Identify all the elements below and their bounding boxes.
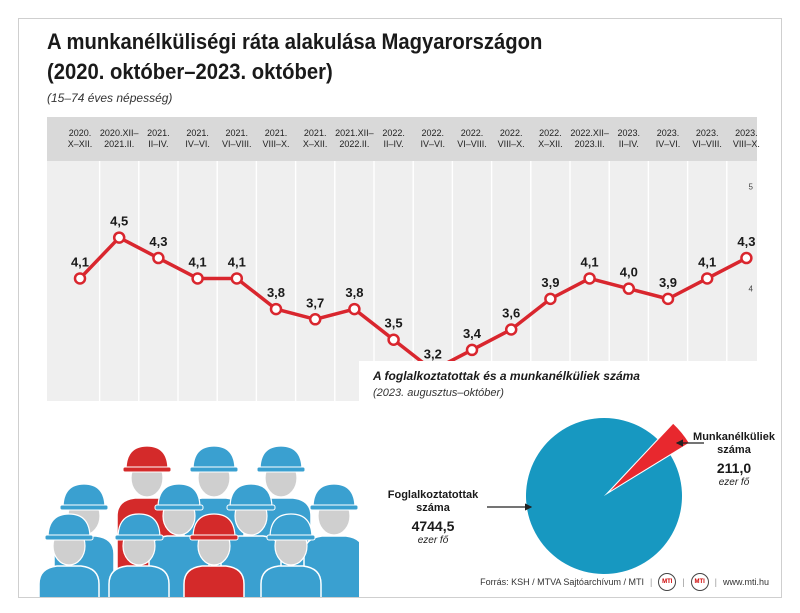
- data-label: 4,1: [698, 254, 716, 269]
- data-label: 4,3: [149, 234, 167, 249]
- employed-caption-2: száma: [416, 502, 450, 514]
- data-label: 4,1: [189, 254, 207, 269]
- worker-icon: [38, 513, 100, 597]
- period-label: 2020.XII– 2021.II.: [99, 128, 139, 149]
- mti-logo-icon: MTI: [690, 573, 709, 591]
- period-label: 2023. II–IV.: [617, 128, 641, 149]
- employed-label: Foglalkoztatottak száma 4744,5 ezer fő: [363, 489, 503, 547]
- data-point: [622, 282, 636, 295]
- data-point: [661, 292, 675, 306]
- data-point: [230, 272, 244, 285]
- unemployed-caption-2: száma: [717, 444, 751, 456]
- data-point: [112, 231, 126, 244]
- pie-slice-unemployed: [610, 423, 689, 491]
- data-point: [544, 292, 557, 306]
- chart-subtitle: (15–74 éves népesség): [47, 91, 173, 105]
- period-band: 2020. X–XII. 2020.XII– 2021.II. 2021. II–IV. 2…: [47, 117, 760, 161]
- data-label: 3,2: [424, 346, 442, 361]
- period-label: 2023. IV–VI.: [655, 128, 681, 149]
- data-label: 3,8: [345, 285, 363, 300]
- period-label: 2022. IV–VI.: [420, 128, 446, 149]
- series-line: [78, 235, 749, 373]
- pie-title: A foglalkoztatottak és a munkanélküliek …: [373, 369, 640, 383]
- period-label: 2022. VIII–X.: [497, 128, 525, 149]
- period-label: 2021. IV–VI.: [185, 128, 210, 149]
- data-label: 3,6: [502, 306, 520, 321]
- data-point: [583, 272, 596, 285]
- employed-caption-1: Foglalkoztatottak: [387, 489, 479, 501]
- website-link[interactable]: www.mti.hu: [722, 577, 769, 587]
- people-illustration: [38, 445, 359, 597]
- data-point: [308, 313, 322, 326]
- data-label: 4,1: [228, 254, 246, 269]
- data-label: 3,5: [385, 316, 403, 331]
- data-point: [387, 333, 400, 346]
- data-label: 3,8: [267, 285, 285, 300]
- unemployed-unit: ezer fő: [718, 477, 750, 488]
- period-label: 2022. X–XII.: [538, 128, 563, 149]
- data-point: [191, 272, 204, 285]
- pie-chart: [526, 418, 689, 574]
- data-point: [348, 302, 361, 316]
- employed-value: 4744,5: [411, 518, 455, 534]
- data-point: [73, 272, 87, 285]
- worker-icon: [183, 513, 245, 597]
- data-label: 3,9: [659, 275, 677, 290]
- worker-icon: [108, 513, 170, 597]
- y-tick-label: 4: [749, 285, 754, 294]
- period-label: 2021. II–IV.: [147, 128, 170, 149]
- worker-icon: [260, 513, 322, 597]
- chart-title: A munkanélküliségi ráta alakulása Magyar…: [47, 27, 542, 87]
- period-label: 2023. VIII–X.: [732, 128, 760, 149]
- data-label: 4,3: [737, 234, 755, 249]
- pie-inset: A foglalkoztatottak és a munkanélküliek …: [359, 361, 781, 597]
- period-label: 2022. II–IV.: [382, 128, 405, 149]
- period-label: 2021. VIII–X.: [262, 128, 290, 149]
- data-label: 4,0: [620, 265, 638, 280]
- data-point: [152, 251, 165, 265]
- data-label: 3,9: [541, 275, 559, 290]
- data-label: 4,5: [110, 214, 128, 229]
- infographic: A munkanélküliségi ráta alakulása Magyar…: [18, 18, 782, 598]
- title-line-1: A munkanélküliségi ráta alakulása Magyar…: [47, 29, 543, 54]
- data-label: 4,1: [71, 254, 89, 269]
- data-label: 3,4: [463, 326, 482, 341]
- data-point: [700, 272, 714, 285]
- period-label: 2020. X–XII.: [67, 128, 93, 149]
- employed-unit: ezer fő: [417, 535, 449, 546]
- unemployed-label: Munkanélküliek száma 211,0 ezer fő: [679, 431, 781, 489]
- data-label: 3,7: [306, 295, 324, 310]
- mti-badge-icon: MTI: [658, 573, 677, 591]
- data-point: [504, 323, 518, 336]
- pie-slice-employed: [526, 418, 682, 574]
- footer: Forrás: KSH / MTVA Sajtóarchívum / MTI |…: [480, 573, 769, 591]
- period-label: 2023. VI–VIII.: [692, 128, 722, 149]
- period-label: 2022.XII– 2023.II.: [570, 128, 609, 149]
- source-text: Forrás: KSH / MTVA Sajtóarchívum / MTI: [480, 577, 644, 587]
- period-label: 2021. X–XII.: [302, 128, 328, 149]
- data-point: [465, 343, 479, 357]
- y-tick-label: 5: [749, 183, 754, 192]
- period-label: 2022. VI–VIII.: [457, 128, 487, 149]
- data-point: [740, 251, 753, 265]
- pie-subtitle: (2023. augusztus–október): [373, 387, 504, 399]
- title-line-2: (2020. október–2023. október): [47, 59, 333, 84]
- period-label: 2021.XII– 2022.II.: [335, 128, 374, 149]
- data-label: 4,1: [581, 254, 599, 269]
- unemployed-value: 211,0: [716, 460, 752, 476]
- unemployed-caption-1: Munkanélküliek: [693, 431, 775, 443]
- data-point: [269, 302, 283, 316]
- period-label: 2021. VI–VIII.: [222, 128, 252, 149]
